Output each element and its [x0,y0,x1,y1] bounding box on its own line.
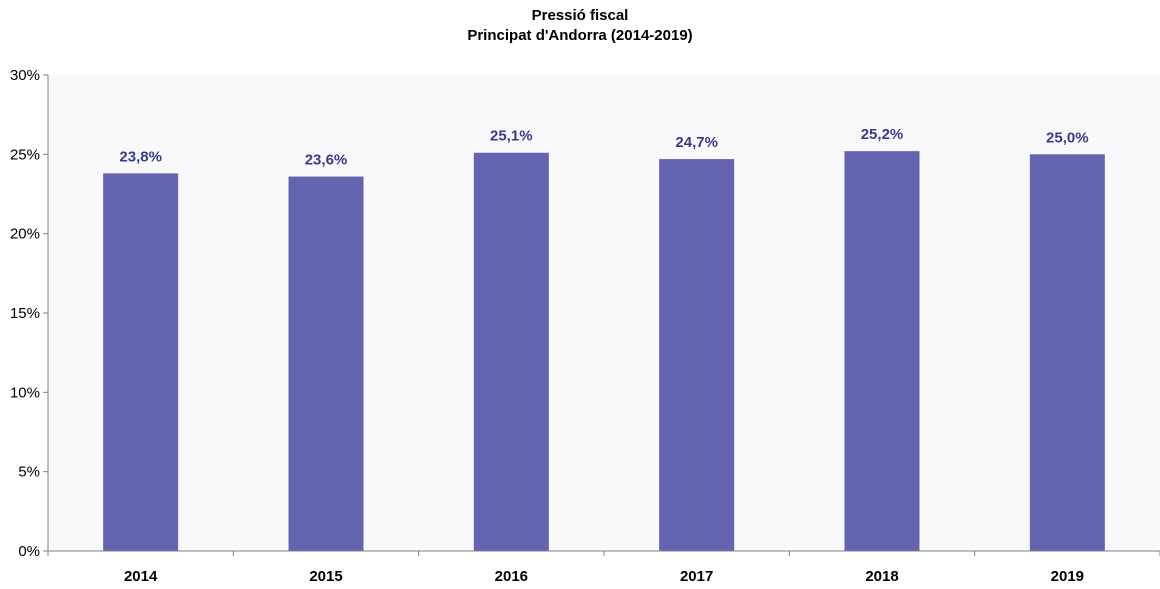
data-label-2014: 23,8% [119,148,162,165]
x-axis-ticks: 2014 2015 2016 2017 2018 2019 [47,551,1160,585]
x-tick-label: 2015 [309,568,342,585]
y-tick-label: 15% [10,305,40,322]
chart-title: Pressió fiscal Principat d'Andorra (2014… [0,6,1160,46]
y-tick-label: 30% [10,67,40,84]
bar-2016 [473,152,549,551]
bars-group [103,151,1105,552]
bar-2018 [844,151,920,551]
plot-area [48,75,1160,551]
y-tick-label: 25% [10,146,40,163]
x-tick-label: 2019 [1051,568,1084,585]
y-tick-label: 5% [18,464,40,481]
bar-2014 [103,173,179,551]
data-labels-group: 23,8% 23,6% 25,1% 24,7% 25,2% 25,0% [119,126,1088,168]
chart-subtitle: Principat d'Andorra (2014-2019) [467,27,693,44]
data-label-2017: 24,7% [675,134,718,151]
y-tick-label: 0% [18,543,40,560]
bar-2015 [288,176,364,551]
chart-title-line: Pressió fiscal [531,7,629,24]
x-tick-label: 2018 [865,568,898,585]
data-label-2015: 23,6% [305,152,348,169]
bar-2017 [659,159,735,552]
x-tick-label: 2016 [495,568,528,585]
y-axis-ticks: 0% 5% 10% 15% 20% 25% 30% [10,67,48,560]
y-tick-label: 10% [10,384,40,401]
data-label-2018: 25,2% [861,126,904,143]
data-label-2016: 25,1% [490,128,533,145]
x-tick-label: 2017 [680,568,713,585]
y-tick-label: 20% [10,226,40,243]
x-tick-label: 2014 [124,568,158,585]
bar-2019 [1029,154,1105,552]
data-label-2019: 25,0% [1046,129,1089,146]
